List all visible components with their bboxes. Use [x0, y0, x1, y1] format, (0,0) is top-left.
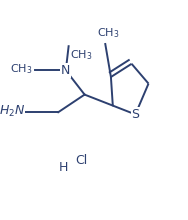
Text: S: S	[131, 108, 139, 121]
Text: Cl: Cl	[76, 154, 88, 167]
Text: CH$_3$: CH$_3$	[70, 48, 93, 62]
Text: H: H	[59, 161, 69, 174]
Text: CH$_3$: CH$_3$	[10, 62, 33, 76]
Text: N: N	[61, 64, 70, 77]
Text: $H_2N$: $H_2N$	[0, 104, 25, 119]
Text: CH$_3$: CH$_3$	[97, 26, 119, 40]
